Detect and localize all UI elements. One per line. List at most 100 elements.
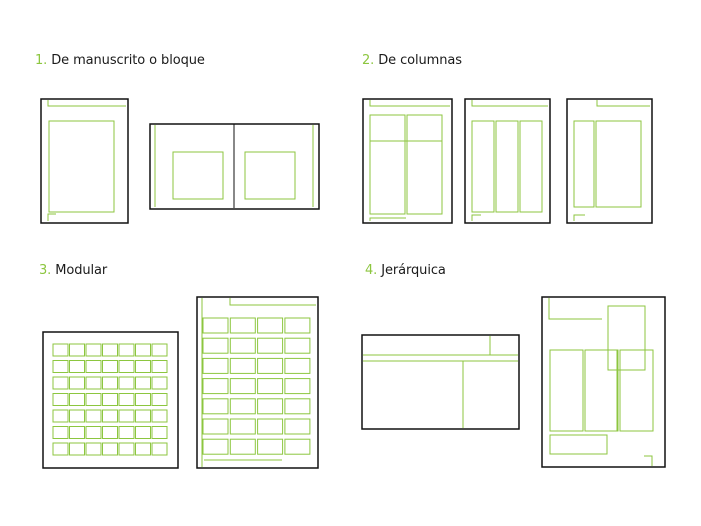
hierarchical-grid-portrait xyxy=(541,296,666,468)
grid-module xyxy=(85,343,102,357)
text-block xyxy=(172,151,224,200)
grid-module xyxy=(151,426,168,439)
column xyxy=(549,349,584,432)
grid-module xyxy=(102,393,118,406)
page-outline xyxy=(541,296,666,468)
section-label-modular: 3. Modular xyxy=(39,263,107,278)
grid-module xyxy=(284,438,311,455)
column xyxy=(369,114,406,215)
grid-module xyxy=(85,409,102,423)
grid-module xyxy=(229,418,256,435)
grid-module xyxy=(257,378,284,395)
feature-block xyxy=(607,305,646,371)
page-outline xyxy=(40,98,129,224)
grid-module xyxy=(135,442,151,456)
grid-module xyxy=(202,357,229,374)
grid-module xyxy=(69,426,85,439)
page-outline xyxy=(566,98,653,224)
grid-module xyxy=(52,376,69,390)
grid-module xyxy=(135,360,151,373)
grid-module xyxy=(52,393,69,406)
section-number: 2. xyxy=(362,53,375,68)
column xyxy=(495,120,519,213)
column-grid-three-col xyxy=(464,98,551,224)
manuscript-grid-portrait xyxy=(40,98,129,224)
section-label-jerarquica: 4. Jerárquica xyxy=(365,263,446,278)
section-title: De columnas xyxy=(378,53,462,68)
text-block xyxy=(244,151,296,200)
modular-grid-small xyxy=(42,331,179,469)
grid-module xyxy=(257,357,284,374)
grid-module xyxy=(102,409,118,423)
footer-guide xyxy=(471,214,481,221)
grid-module xyxy=(118,343,135,357)
grid-module xyxy=(69,360,85,373)
page-outline xyxy=(362,98,453,224)
grid-module xyxy=(229,357,256,374)
grid-module xyxy=(52,426,69,439)
grid-module xyxy=(102,426,118,439)
module-set xyxy=(202,317,311,455)
column-grid-asymmetric xyxy=(566,98,653,224)
text-block xyxy=(48,120,115,213)
grid-module xyxy=(202,378,229,395)
grid-module xyxy=(229,398,256,415)
grid-module xyxy=(135,343,151,357)
manuscript-grid-spread xyxy=(149,123,320,210)
grid-module xyxy=(284,378,311,395)
grid-module xyxy=(69,393,85,406)
header-guide xyxy=(369,100,450,107)
footer-guide xyxy=(369,217,406,221)
grid-module xyxy=(85,376,102,390)
grid-module xyxy=(151,376,168,390)
grid-module xyxy=(102,376,118,390)
grid-module xyxy=(118,426,135,439)
grid-module xyxy=(85,360,102,373)
section-number: 1. xyxy=(35,53,48,68)
grid-module xyxy=(85,393,102,406)
column xyxy=(471,120,495,213)
grid-module xyxy=(284,317,311,334)
grid-module xyxy=(257,317,284,334)
header-guide xyxy=(596,100,650,107)
grid-module xyxy=(257,398,284,415)
grid-module xyxy=(151,442,168,456)
grid-module xyxy=(257,337,284,354)
page-outline xyxy=(196,296,319,469)
grid-module xyxy=(69,343,85,357)
column-grid-two-col xyxy=(362,98,453,224)
section-title: Jerárquica xyxy=(381,263,446,278)
grid-module xyxy=(118,393,135,406)
grid-module xyxy=(151,409,168,423)
section-number: 3. xyxy=(39,263,52,278)
grid-module xyxy=(85,426,102,439)
grid-module xyxy=(229,378,256,395)
grid-module xyxy=(118,376,135,390)
header-guide xyxy=(471,100,548,107)
grid-module xyxy=(284,398,311,415)
column xyxy=(573,120,595,208)
module-set xyxy=(52,343,168,456)
grid-module xyxy=(229,438,256,455)
grid-module xyxy=(229,317,256,334)
page-outline xyxy=(361,334,520,430)
header-guide xyxy=(229,298,316,306)
column xyxy=(406,114,443,215)
grid-module xyxy=(229,337,256,354)
column xyxy=(619,349,654,432)
grid-module xyxy=(85,442,102,456)
grid-module xyxy=(52,409,69,423)
grid-module xyxy=(135,376,151,390)
section-label-columnas: 2. De columnas xyxy=(362,53,462,68)
grid-module xyxy=(118,360,135,373)
grid-module xyxy=(135,409,151,423)
grid-module xyxy=(257,438,284,455)
grid-module xyxy=(52,360,69,373)
grid-module xyxy=(202,337,229,354)
grid-module xyxy=(202,438,229,455)
grid-module xyxy=(151,393,168,406)
grid-module xyxy=(135,393,151,406)
caption-block xyxy=(549,434,608,455)
grid-module xyxy=(52,442,69,456)
